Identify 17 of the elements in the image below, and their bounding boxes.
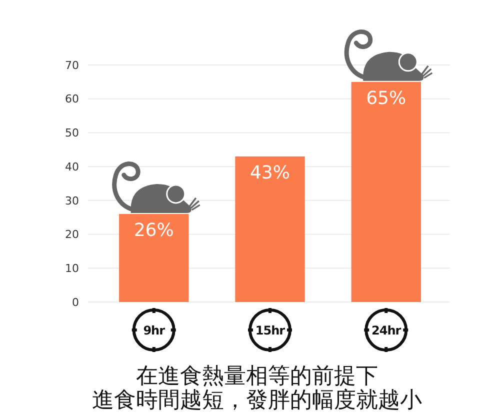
data-label: 43%: [250, 162, 290, 184]
text: 在進食熱量相等的前提下: [136, 364, 378, 389]
text: 進食時間越短，發胖的幅度就越小: [92, 388, 422, 413]
y-tick-label: 10: [65, 262, 79, 275]
y-tick-label: 60: [65, 92, 79, 106]
y-tick-label: 40: [65, 160, 79, 174]
y-tick-label: 20: [65, 228, 79, 242]
y-tick-label: 30: [65, 194, 79, 208]
bar: [235, 156, 305, 302]
y-tick-label: 0: [72, 296, 79, 309]
y-tick-label: 70: [65, 58, 79, 72]
data-label: 65%: [366, 88, 406, 109]
y-tick-label: 50: [65, 126, 79, 140]
data-label: 26%: [134, 220, 174, 241]
x-tick-label: 24hr: [372, 323, 402, 338]
x-tick-label: 9hr: [143, 323, 166, 338]
x-tick-label: 15hr: [255, 323, 286, 338]
